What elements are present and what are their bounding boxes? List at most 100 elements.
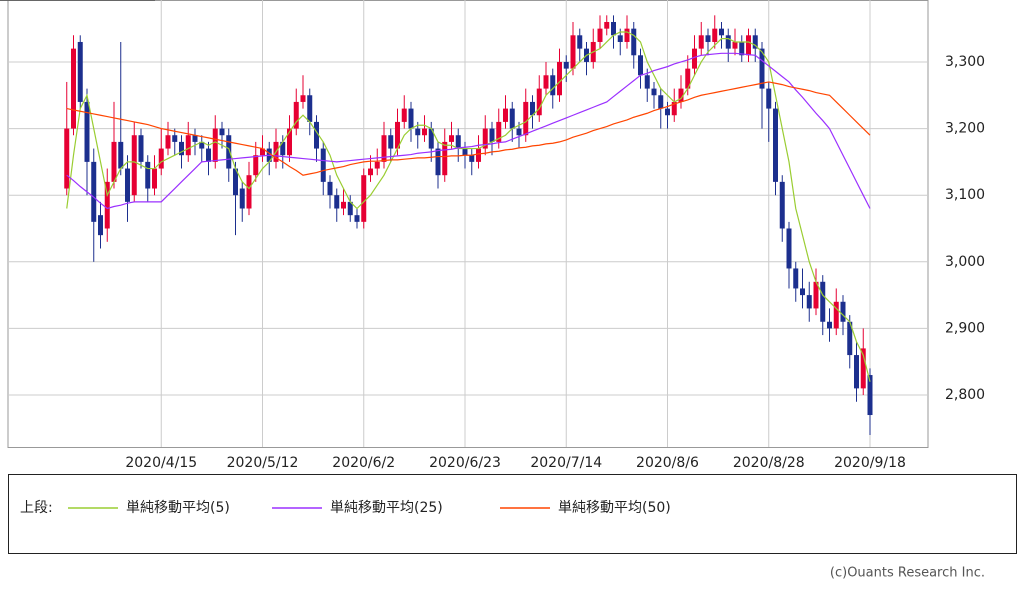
x-tick-label: 2020/8/28 <box>733 455 805 471</box>
candle-body <box>185 135 191 156</box>
candle-body <box>98 215 103 236</box>
x-tick-label: 2020/8/6 <box>636 455 699 471</box>
candle-body <box>138 135 144 162</box>
candle-body <box>854 355 859 389</box>
candle-body <box>374 161 380 169</box>
candle-body <box>631 28 637 56</box>
candle-body <box>644 75 650 89</box>
candle-body <box>503 108 508 122</box>
candle-body <box>773 108 778 182</box>
candle-body <box>496 121 502 142</box>
candle-body <box>206 148 211 162</box>
candle-body <box>84 101 90 162</box>
candle-body <box>732 41 738 49</box>
candle-body <box>104 181 110 229</box>
candle-body <box>172 135 178 142</box>
candle-body <box>712 28 718 42</box>
candle-body <box>192 135 198 142</box>
candle-body <box>685 68 691 89</box>
candle-body <box>759 48 765 89</box>
candle-body <box>766 88 772 109</box>
candle-body <box>64 128 70 189</box>
x-tick-label: 2020/7/14 <box>530 455 602 471</box>
candle-body <box>840 301 846 322</box>
candle-body <box>509 108 515 129</box>
candle-body <box>449 135 454 142</box>
candle-body <box>347 201 353 216</box>
candle-body <box>287 128 292 156</box>
candle-body <box>658 95 664 109</box>
candle-body <box>624 28 630 42</box>
x-tick-label: 2020/6/23 <box>429 455 501 471</box>
candle-body <box>388 135 394 149</box>
candle-body <box>597 28 603 42</box>
candle-body <box>833 301 839 329</box>
candle-body <box>158 148 164 169</box>
candle-body <box>651 88 657 96</box>
plot-frame <box>7 0 929 448</box>
candle-body <box>199 141 205 149</box>
candle-body <box>577 35 583 49</box>
candle-body <box>368 168 373 176</box>
candle-body <box>604 21 610 29</box>
candle-body <box>489 128 495 142</box>
candle-body <box>746 35 751 56</box>
credit: (c)Ouants Research Inc. <box>830 566 985 581</box>
y-tick-label: 3,000 <box>945 254 985 270</box>
y-tick-label: 3,100 <box>945 187 985 203</box>
candle-body <box>246 175 252 209</box>
x-tick-label: 2020/4/15 <box>125 455 197 471</box>
y-tick-label: 2,800 <box>945 387 985 403</box>
candle-body <box>752 35 758 49</box>
candle-body <box>698 35 704 49</box>
candle-body <box>611 21 616 36</box>
candle-body <box>435 148 441 176</box>
candle-body <box>617 35 623 42</box>
candle-body <box>260 148 265 156</box>
candle-body <box>408 108 414 129</box>
candle-body <box>212 128 218 162</box>
x-tick-label: 2020/6/2 <box>332 455 395 471</box>
candle-body <box>806 295 812 309</box>
candle-body <box>739 41 745 56</box>
y-tick-label: 3,200 <box>945 121 985 137</box>
candle-body <box>813 281 819 309</box>
legend-entry: 単純移動平均(5) <box>126 500 230 516</box>
candle-body <box>692 48 697 69</box>
x-tick-label: 2020/9/18 <box>834 455 906 471</box>
candle-body <box>827 321 832 329</box>
candle-body <box>725 35 731 49</box>
candle-body <box>476 148 481 162</box>
legend-label: 上段: <box>20 500 53 516</box>
candle-body <box>820 281 826 322</box>
candle-body <box>860 348 866 389</box>
x-tick-label: 2020/5/12 <box>227 455 299 471</box>
candle-body <box>800 288 805 296</box>
candle-body <box>253 155 259 176</box>
candle-body <box>705 35 711 42</box>
candle-body <box>671 101 677 116</box>
ma-line <box>66 81 871 176</box>
candle-body <box>867 375 873 416</box>
candle-body <box>557 61 562 96</box>
candle-body <box>239 188 245 209</box>
candle-body <box>77 41 83 102</box>
candle-body <box>536 88 542 116</box>
candle-body <box>118 141 124 169</box>
y-tick-label: 2,900 <box>945 320 985 336</box>
candle-body <box>442 141 448 176</box>
candle-body <box>719 28 724 36</box>
candle-body <box>280 141 286 156</box>
candle-body <box>307 95 313 122</box>
candle-body <box>516 128 522 136</box>
candle-body <box>71 48 76 129</box>
candle-body <box>111 141 117 182</box>
candle-body <box>395 121 400 149</box>
candle-body <box>226 135 232 169</box>
candle-body <box>570 35 576 69</box>
candle-body <box>165 135 171 149</box>
candle-body <box>361 175 367 222</box>
candle-body <box>786 228 792 269</box>
candle-body <box>779 181 785 229</box>
